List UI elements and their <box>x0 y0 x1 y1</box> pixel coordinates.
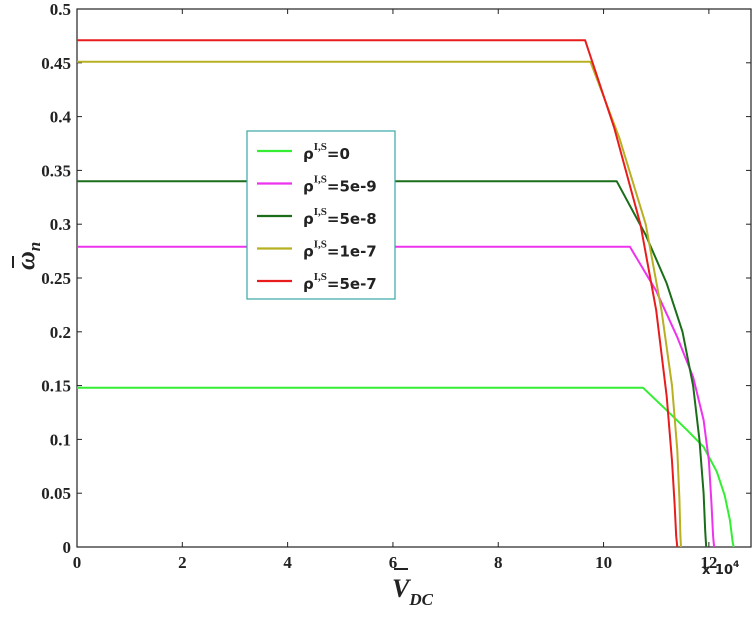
legend-label-5: ρI,S=5e-7 <box>303 271 377 293</box>
series-line-5 <box>77 39 679 548</box>
legend: ρI,S=0 ρI,S=5e-9 ρI,S=5e-8 ρI,S=1e-7 ρI,S=5e… <box>246 130 396 300</box>
y-tick-label: 0.05 <box>41 484 71 503</box>
y-tick-label: 0.35 <box>41 161 71 180</box>
x-axis-title-sub: DC <box>408 590 433 609</box>
y-axis-ticks: 0 0.05 0.1 0.15 0.2 0.25 0.3 0.35 0.4 0.45 0.5 <box>41 0 751 557</box>
legend-items: ρI,S=0 ρI,S=5e-9 ρI,S=5e-8 ρI,S=1e-7 ρI,S=5e… <box>257 141 377 293</box>
x-axis-title-main: V <box>392 574 412 603</box>
y-tick-label: 0.45 <box>41 54 71 73</box>
y-tick-label: 0.25 <box>41 269 71 288</box>
legend-label-2: ρI,S=5e-9 <box>303 174 377 196</box>
y-tick-label: 0.4 <box>50 108 72 127</box>
svg-text:x 104: x 104 <box>702 560 739 578</box>
x-axis-title: VDC <box>392 568 434 609</box>
x-axis-ticks: 0 2 4 6 8 10 12 <box>73 9 717 572</box>
x-tick-label: 4 <box>283 553 292 572</box>
x-axis-multiplier: x 104 <box>702 560 739 578</box>
y-tick-label: 0.3 <box>50 215 71 234</box>
svg-text:VDC: VDC <box>392 574 434 609</box>
x-multiplier-exponent: 4 <box>733 560 739 570</box>
x-multiplier-text: x 10 <box>702 563 733 578</box>
y-axis-title-main: ω <box>11 251 40 270</box>
y-tick-label: 0.2 <box>50 323 71 342</box>
y-axis-title: ωn <box>11 242 44 270</box>
x-tick-label: 8 <box>494 553 503 572</box>
x-tick-label: 12 <box>700 553 717 572</box>
series-line-3 <box>77 180 708 548</box>
y-axis-title-sub: n <box>25 242 44 251</box>
legend-label-4: ρI,S=1e-7 <box>303 239 377 261</box>
x-tick-label: 0 <box>73 553 82 572</box>
y-tick-label: 0 <box>63 538 72 557</box>
plot-area <box>76 8 752 548</box>
series-layer <box>77 39 735 548</box>
series-line-2 <box>77 245 716 548</box>
svg-text:ωn: ωn <box>11 242 44 270</box>
y-tick-label: 0.1 <box>50 430 71 449</box>
x-tick-label: 2 <box>178 553 187 572</box>
x-tick-label: 6 <box>389 553 398 572</box>
x-tick-label: 10 <box>595 553 612 572</box>
series-line-1 <box>77 386 735 548</box>
legend-label-1: ρI,S=0 <box>303 141 350 163</box>
y-tick-label: 0.5 <box>50 0 71 19</box>
y-tick-label: 0.15 <box>41 377 71 396</box>
legend-label-3: ρI,S=5e-8 <box>303 206 377 228</box>
